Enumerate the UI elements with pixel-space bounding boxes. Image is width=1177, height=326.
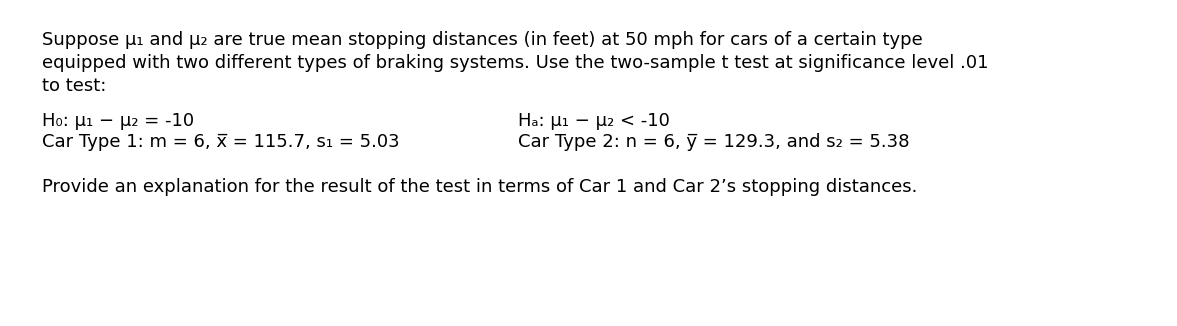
Text: Provide an explanation for the result of the test in terms of Car 1 and Car 2’s : Provide an explanation for the result of… (42, 178, 918, 196)
Text: Car Type 1: m = 6, x̅ = 115.7, s₁ = 5.03: Car Type 1: m = 6, x̅ = 115.7, s₁ = 5.03 (42, 133, 400, 151)
Text: H₀: μ₁ − μ₂ = -10: H₀: μ₁ − μ₂ = -10 (42, 112, 194, 130)
Text: Hₐ: μ₁ − μ₂ < -10: Hₐ: μ₁ − μ₂ < -10 (518, 112, 670, 130)
Text: Suppose μ₁ and μ₂ are true mean stopping distances (in feet) at 50 mph for cars : Suppose μ₁ and μ₂ are true mean stopping… (42, 31, 923, 49)
Text: equipped with two different types of braking systems. Use the two-sample t test : equipped with two different types of bra… (42, 54, 989, 72)
Text: Car Type 2: n = 6, y̅ = 129.3, and s₂ = 5.38: Car Type 2: n = 6, y̅ = 129.3, and s₂ = … (518, 133, 910, 151)
Text: to test:: to test: (42, 77, 107, 95)
